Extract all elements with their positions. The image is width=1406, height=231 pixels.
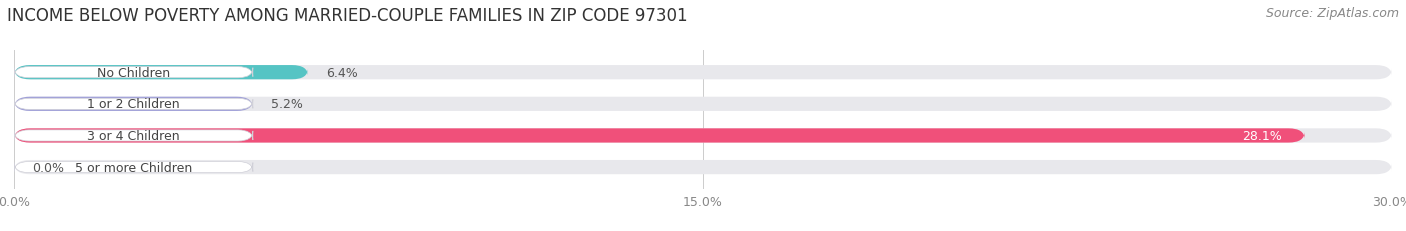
FancyBboxPatch shape bbox=[14, 129, 1305, 143]
FancyBboxPatch shape bbox=[14, 97, 253, 112]
Text: 5.2%: 5.2% bbox=[271, 98, 304, 111]
Text: 6.4%: 6.4% bbox=[326, 66, 359, 79]
Text: INCOME BELOW POVERTY AMONG MARRIED-COUPLE FAMILIES IN ZIP CODE 97301: INCOME BELOW POVERTY AMONG MARRIED-COUPL… bbox=[7, 7, 688, 25]
FancyBboxPatch shape bbox=[14, 66, 1392, 80]
FancyBboxPatch shape bbox=[14, 162, 253, 173]
Text: 0.0%: 0.0% bbox=[32, 161, 65, 174]
Text: 28.1%: 28.1% bbox=[1241, 129, 1282, 142]
FancyBboxPatch shape bbox=[14, 130, 253, 141]
FancyBboxPatch shape bbox=[14, 97, 1392, 112]
Text: 1 or 2 Children: 1 or 2 Children bbox=[87, 98, 180, 111]
Text: No Children: No Children bbox=[97, 66, 170, 79]
FancyBboxPatch shape bbox=[14, 160, 1392, 174]
FancyBboxPatch shape bbox=[14, 67, 253, 78]
Text: 5 or more Children: 5 or more Children bbox=[75, 161, 193, 174]
FancyBboxPatch shape bbox=[14, 99, 253, 110]
FancyBboxPatch shape bbox=[14, 129, 1392, 143]
Text: Source: ZipAtlas.com: Source: ZipAtlas.com bbox=[1265, 7, 1399, 20]
FancyBboxPatch shape bbox=[14, 66, 308, 80]
Text: 3 or 4 Children: 3 or 4 Children bbox=[87, 129, 180, 142]
